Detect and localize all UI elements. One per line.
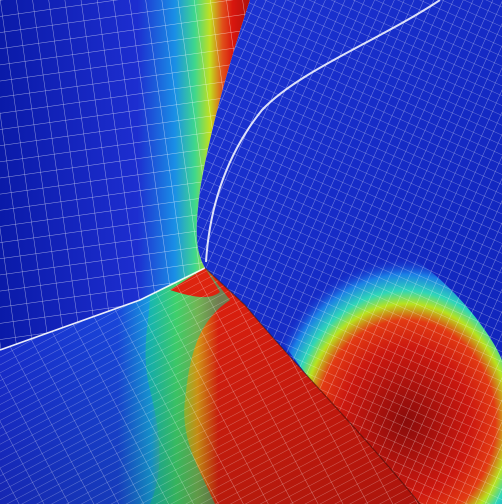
bottom-plate (0, 267, 421, 504)
left-tube-surface (0, 0, 250, 350)
right-tube-surface (196, 0, 502, 504)
